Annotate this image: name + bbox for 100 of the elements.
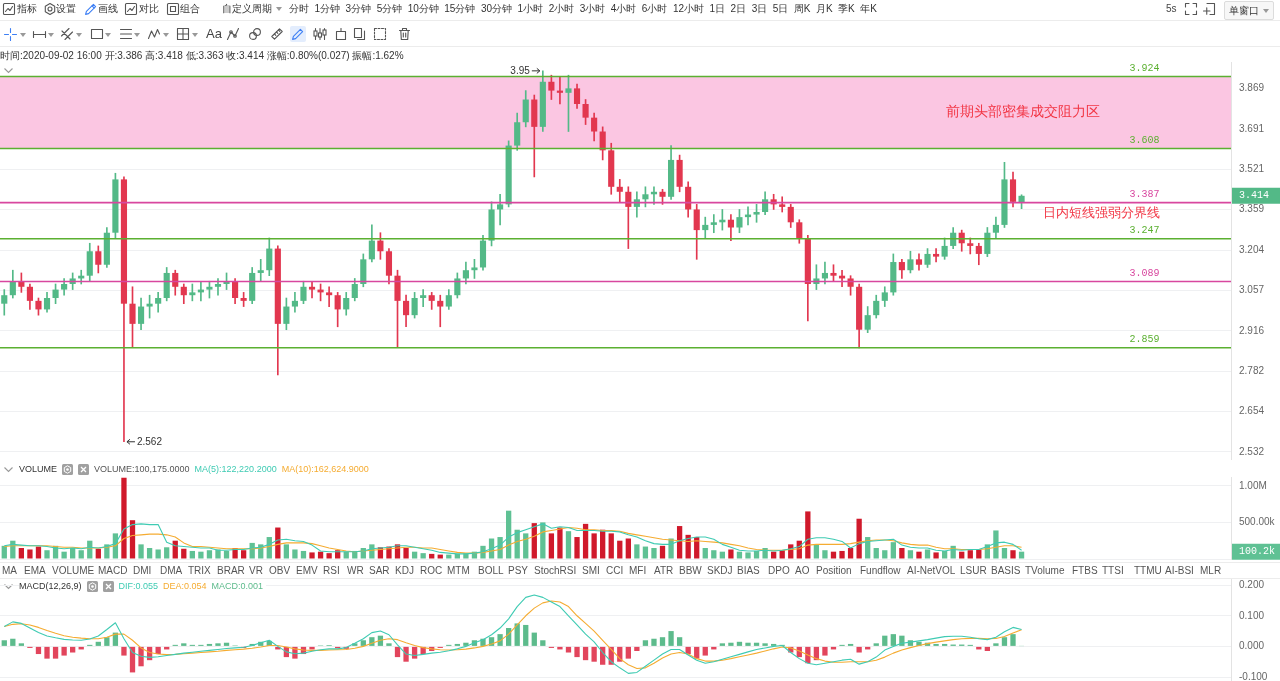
text: BIAS: [737, 563, 760, 578]
text: BOLL: [478, 563, 504, 578]
ref-line-label: 3.387: [1129, 189, 1160, 201]
band-label: 前期头部密集成交阻力区: [945, 103, 1100, 120]
text: VOLUME: [52, 563, 95, 578]
y-tick-label: 100.2k: [1239, 546, 1276, 558]
text: 1分钟: [314, 2, 341, 16]
ref-line-label: 3.924: [1129, 63, 1160, 75]
text: 季K: [838, 2, 855, 16]
y-tick-label: 2.782: [1239, 364, 1265, 376]
chart-title: VOLUME: [19, 463, 58, 476]
y-tick-label: 3.057: [1239, 284, 1265, 296]
text: SAR: [369, 563, 390, 578]
text: MFI: [629, 563, 647, 578]
y-tick-label: 2.654: [1239, 405, 1265, 417]
text: ATR: [654, 563, 674, 578]
text: DMA: [160, 563, 183, 578]
text: 指标: [17, 2, 37, 16]
y-tick-label: 0.100: [1239, 609, 1265, 621]
text: MA: [2, 563, 17, 578]
annotation: 3.95: [510, 64, 531, 76]
ref-line-label: 3.247: [1129, 225, 1160, 237]
text: Fundflow: [860, 563, 901, 578]
text: StochRSI: [534, 563, 577, 578]
text: MLR: [1200, 563, 1222, 578]
text: MACD:0.001: [211, 580, 264, 593]
ref-line-label: 3.608: [1129, 135, 1160, 147]
text: DIF:0.055: [118, 580, 159, 593]
text: 2日: [730, 2, 747, 16]
text: 3小时: [579, 2, 606, 16]
text: 1日: [709, 2, 726, 16]
text: PSY: [508, 563, 529, 578]
y-tick-label: 3.691: [1239, 122, 1265, 134]
text: Position: [816, 563, 852, 578]
y-tick-label: 0.000: [1239, 640, 1265, 652]
text: BASIS: [991, 563, 1021, 578]
y-tick-label: 2.916: [1239, 324, 1265, 336]
y-tick-label: 3.204: [1239, 243, 1265, 255]
text: 6小时: [641, 2, 668, 16]
text: 4小时: [610, 2, 637, 16]
y-tick-label: 0.200: [1239, 578, 1265, 590]
text: VR: [249, 563, 263, 578]
text: 画线: [98, 2, 118, 16]
text: 10分钟: [407, 2, 439, 16]
text: TRIX: [188, 563, 211, 578]
text: 12小时: [672, 2, 704, 16]
y-tick-label: 3.414: [1239, 190, 1270, 202]
text: 5分钟: [376, 2, 403, 16]
text: 设置: [56, 2, 76, 16]
chart-title: 时间:2020-09-02 16:00 开:3.386 高:3.418 低:3.363 收:3.414 涨幅:0.80%(0.027) 振幅:1.62%: [0, 49, 404, 63]
text: BBW: [679, 563, 702, 578]
text: LSUR: [960, 563, 987, 578]
text: 自定义周期: [222, 2, 272, 16]
text: Aa: [206, 26, 222, 42]
text: 30分钟: [480, 2, 513, 16]
text: 3日: [751, 2, 768, 16]
text: AI-BSI: [1165, 563, 1194, 578]
text: MTM: [447, 563, 470, 578]
text: SMI: [582, 563, 600, 578]
text: TVolume: [1025, 563, 1065, 578]
y-tick-label: 2.532: [1239, 445, 1265, 457]
text: AI-NetVOL: [907, 563, 956, 578]
annotation: 日内短线强弱分界线: [1042, 204, 1160, 220]
text: DMI: [133, 563, 152, 578]
chart-subtitle: VOLUME:100,175.0000: [94, 463, 190, 476]
text: ROC: [420, 563, 443, 578]
text: DEA:0.054: [163, 580, 207, 593]
text: DPO: [768, 563, 790, 578]
text: 周K: [793, 2, 811, 16]
ref-line-label: 3.089: [1129, 268, 1160, 280]
y-tick-label: 3.521: [1239, 163, 1265, 175]
text: EMA: [24, 563, 46, 578]
ref-line-label: 2.859: [1129, 334, 1160, 346]
y-tick-label: 1.00M: [1239, 479, 1267, 491]
text: 分时: [289, 2, 309, 16]
y-tick-label: -0.100: [1239, 670, 1268, 681]
text: 3分钟: [345, 2, 372, 16]
text: SKDJ: [707, 563, 733, 578]
chart-title: MACD(12,26,9): [19, 580, 82, 593]
text: OBV: [269, 563, 291, 578]
text: 1小时: [517, 2, 544, 16]
text: 5s: [1166, 2, 1177, 16]
text: 月K: [815, 2, 833, 16]
y-tick-label: 3.359: [1239, 203, 1265, 215]
text: TTMU: [1134, 563, 1162, 578]
text: WR: [347, 563, 364, 578]
text: 对比: [139, 2, 159, 16]
text: MA(5):122,220.2000: [194, 463, 277, 476]
text: AO: [795, 563, 810, 578]
text: TTSI: [1102, 563, 1124, 578]
y-tick-label: 3.869: [1239, 82, 1265, 94]
text: MA(10):162,624.9000: [281, 463, 369, 476]
text: 2小时: [548, 2, 575, 16]
text: KDJ: [395, 563, 414, 578]
y-tick-label: 500.00k: [1239, 516, 1276, 528]
text: 年K: [860, 2, 877, 16]
text: MACD: [98, 563, 128, 578]
text: EMV: [296, 563, 318, 578]
text: 15分钟: [444, 2, 476, 16]
annotation: 2.562: [136, 435, 163, 447]
